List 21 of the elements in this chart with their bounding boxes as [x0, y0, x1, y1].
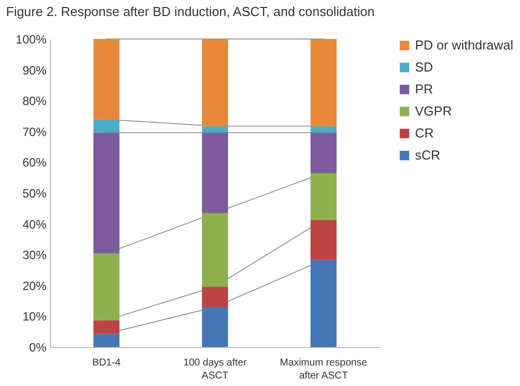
y-tick-label: 100%	[16, 32, 47, 46]
y-tick-label: 50%	[22, 186, 47, 200]
y-tick-label: 10%	[22, 310, 47, 324]
legend-label: PR	[415, 82, 434, 96]
y-tick-label: 20%	[22, 278, 47, 293]
x-tick-label: 100 days after ASCT	[183, 358, 248, 382]
x-tick-label: Maximum response after ASCT	[280, 358, 368, 382]
legend-label: CR	[415, 126, 434, 140]
y-tick-label: 0%	[29, 340, 47, 354]
legend-label: PD or withdrawal	[415, 38, 514, 52]
legend-label: VGPR	[415, 104, 452, 118]
legend-label: sCR	[415, 148, 440, 162]
chart-title: Figure 2. Response after BD induction, ASCT, and consolidation	[6, 4, 375, 19]
y-tick-label: 30%	[22, 248, 47, 262]
y-tick-label: 90%	[22, 63, 47, 78]
y-tick-label: 80%	[22, 94, 47, 108]
legend-label: SD	[415, 60, 434, 74]
y-tick-label: 60%	[22, 156, 47, 170]
x-tick-label: BD1-4	[92, 358, 122, 368]
y-tick-label: 70%	[22, 124, 47, 139]
y-tick-label: 40%	[22, 217, 47, 232]
